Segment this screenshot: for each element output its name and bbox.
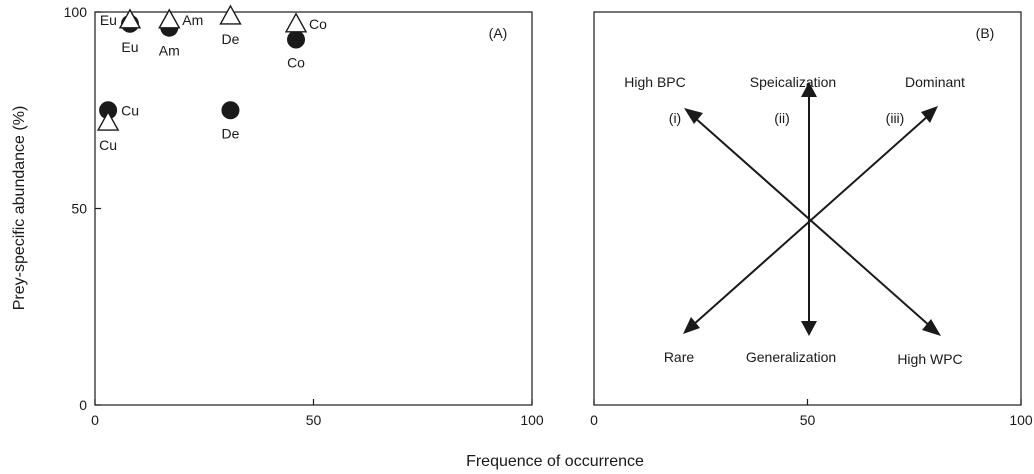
panel-a-ticks: 0 50 100 0 50 100 xyxy=(64,4,544,428)
point-triangle-am xyxy=(158,8,181,29)
label-generalization: Generalization xyxy=(746,349,836,365)
x-tick-label-a: 50 xyxy=(306,412,322,428)
panel-a-label: (A) xyxy=(489,25,508,41)
arrow-up-head xyxy=(801,82,817,97)
point-label-de: De xyxy=(222,31,240,47)
panel-a: (A) 0 50 100 0 50 100 Eu Am Co Cu De Eu Am De Co Cu Pr… xyxy=(11,4,544,428)
point-label-co: Co xyxy=(309,16,327,32)
panel-b-ticks: 0 50 100 xyxy=(590,399,1033,428)
x-tick-label-a: 100 xyxy=(520,412,544,428)
point-label-co: Co xyxy=(287,55,305,71)
panel-b-arrows xyxy=(683,82,941,336)
arrow-upper-left-head xyxy=(684,108,703,124)
label-roman-i: (i) xyxy=(669,110,681,126)
label-specialization: Speicalization xyxy=(750,74,836,90)
x-tick-label-a: 0 xyxy=(91,412,99,428)
x-tick-label-b: 100 xyxy=(1009,412,1033,428)
y-axis-title: Prey-specific abundance (%) xyxy=(11,106,28,311)
y-tick-label-a: 0 xyxy=(79,397,87,413)
point-label-eu: Eu xyxy=(100,12,117,28)
y-tick-label-a: 100 xyxy=(64,4,88,20)
diagonal-arrow-line-falling xyxy=(693,116,932,328)
arrow-down-head xyxy=(801,321,817,336)
label-roman-ii: (ii) xyxy=(774,110,790,126)
label-roman-iii: (iii) xyxy=(886,110,905,126)
arrow-lower-left-head xyxy=(683,317,700,334)
x-axis-title: Frequence of occurrence xyxy=(466,453,644,470)
point-circle-de xyxy=(221,101,240,120)
label-rare: Rare xyxy=(664,349,695,365)
point-triangle-co xyxy=(284,12,308,33)
point-triangle-cu xyxy=(96,110,120,131)
panel-b-label: (B) xyxy=(976,25,995,41)
x-tick-label-b: 0 xyxy=(590,412,598,428)
label-high-wpc: High WPC xyxy=(897,351,962,367)
point-label-am: Am xyxy=(182,12,203,28)
point-label-am: Am xyxy=(159,43,180,59)
x-tick-label-b: 50 xyxy=(800,412,816,428)
arrow-lower-right-head xyxy=(922,319,941,336)
label-high-bpc: High BPC xyxy=(624,74,685,90)
panel-a-points: Eu Am Co Cu De Eu Am De Co Cu xyxy=(96,4,327,153)
point-circle-cu xyxy=(99,101,118,120)
point-label-cu: Cu xyxy=(121,102,139,118)
point-label-cu: Cu xyxy=(99,137,117,153)
label-dominant: Dominant xyxy=(905,74,965,90)
arrow-upper-right-head xyxy=(921,106,938,123)
panel-a-frame xyxy=(94,11,533,406)
point-label-eu: Eu xyxy=(121,39,138,55)
panel-b: (B) 0 50 100 High BPC Speicalization Domin… xyxy=(590,11,1033,428)
panel-b-frame xyxy=(593,11,1022,406)
point-label-de: De xyxy=(222,125,240,141)
point-triangle-eu xyxy=(118,8,142,29)
point-triangle-de xyxy=(219,4,242,25)
y-tick-label-a: 50 xyxy=(71,201,87,217)
point-circle-co xyxy=(287,30,306,49)
